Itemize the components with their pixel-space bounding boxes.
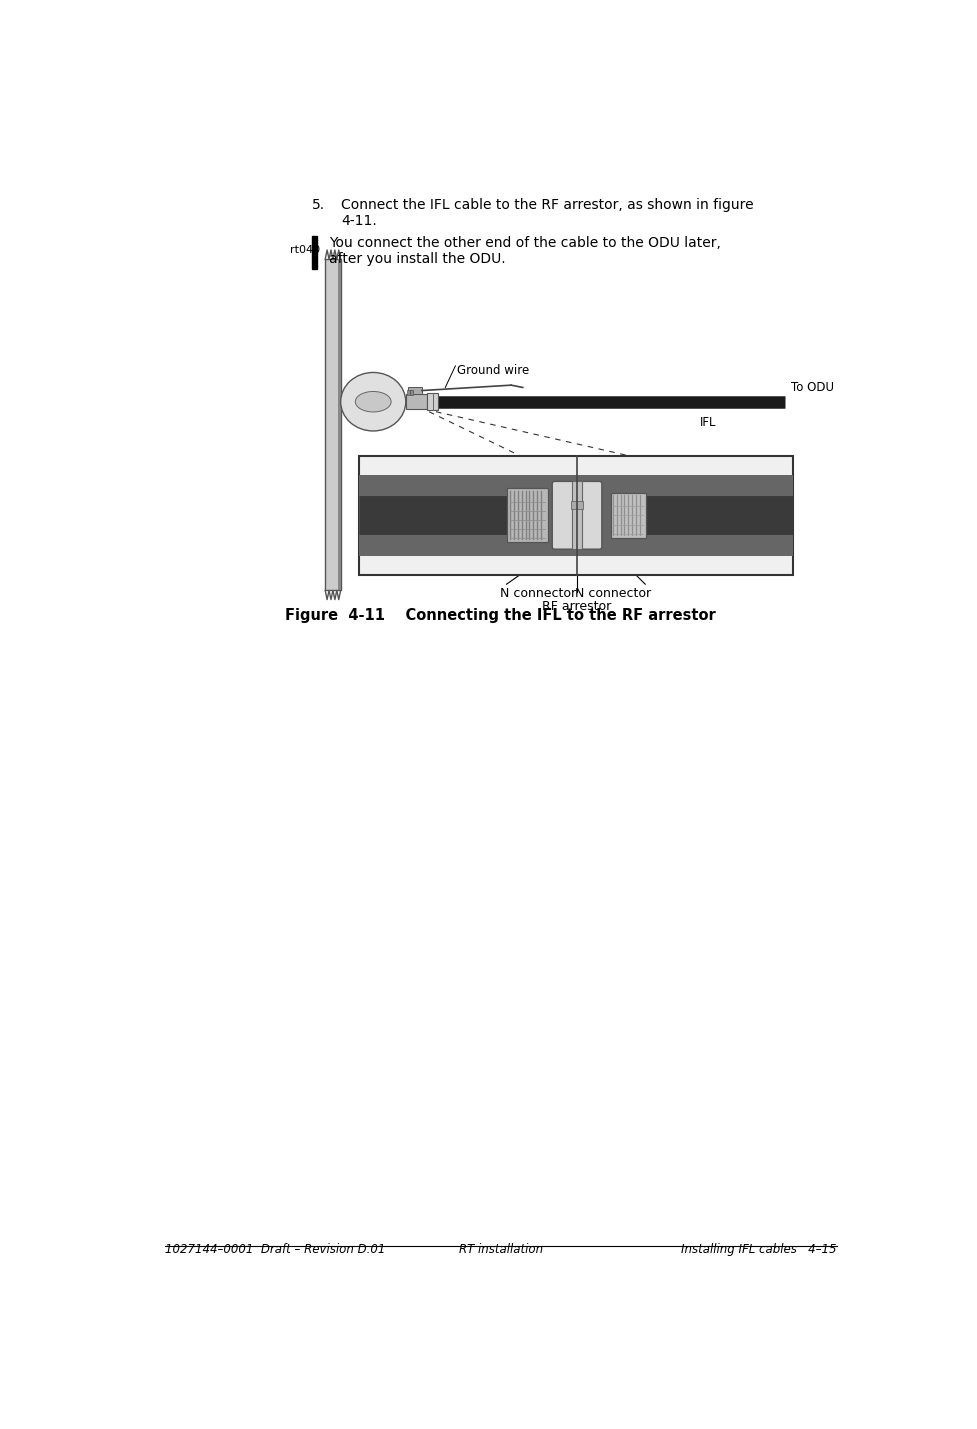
Bar <box>341 397 377 406</box>
Text: Installing IFL cables   4–15: Installing IFL cables 4–15 <box>681 1243 836 1256</box>
Bar <box>428 393 438 410</box>
Text: Connect the IFL cable to the RF arrestor, as shown in figure
4-11.: Connect the IFL cable to the RF arrestor… <box>341 197 754 227</box>
Bar <box>405 394 428 410</box>
Text: rt040: rt040 <box>290 246 320 256</box>
Bar <box>507 489 547 542</box>
Bar <box>312 236 318 269</box>
Text: Ground wire: Ground wire <box>457 364 530 377</box>
Text: RF arrestor: RF arrestor <box>542 600 612 613</box>
Bar <box>611 493 646 537</box>
Bar <box>408 387 422 394</box>
Ellipse shape <box>356 392 391 412</box>
Bar <box>338 259 341 590</box>
Text: N connector: N connector <box>500 587 576 600</box>
Bar <box>410 390 413 394</box>
FancyBboxPatch shape <box>552 482 602 549</box>
Bar <box>573 482 581 549</box>
Bar <box>325 259 341 590</box>
Text: 1027144–0001  Draft – Revision D.01: 1027144–0001 Draft – Revision D.01 <box>165 1243 385 1256</box>
Text: 5.: 5. <box>312 197 325 211</box>
Text: You connect the other end of the cable to the ODU later,
after you install the O: You connect the other end of the cable t… <box>329 236 721 266</box>
Text: IFL: IFL <box>700 416 716 429</box>
Text: RT installation: RT installation <box>458 1243 543 1256</box>
Bar <box>359 456 792 574</box>
Ellipse shape <box>341 373 405 432</box>
Text: N connector: N connector <box>575 587 652 600</box>
Text: Figure  4-11    Connecting the IFL to the RF arrestor: Figure 4-11 Connecting the IFL to the RF… <box>285 609 716 623</box>
Bar <box>359 474 792 556</box>
Bar <box>407 390 410 394</box>
Text: To ODU: To ODU <box>791 382 834 394</box>
Bar <box>571 502 583 509</box>
